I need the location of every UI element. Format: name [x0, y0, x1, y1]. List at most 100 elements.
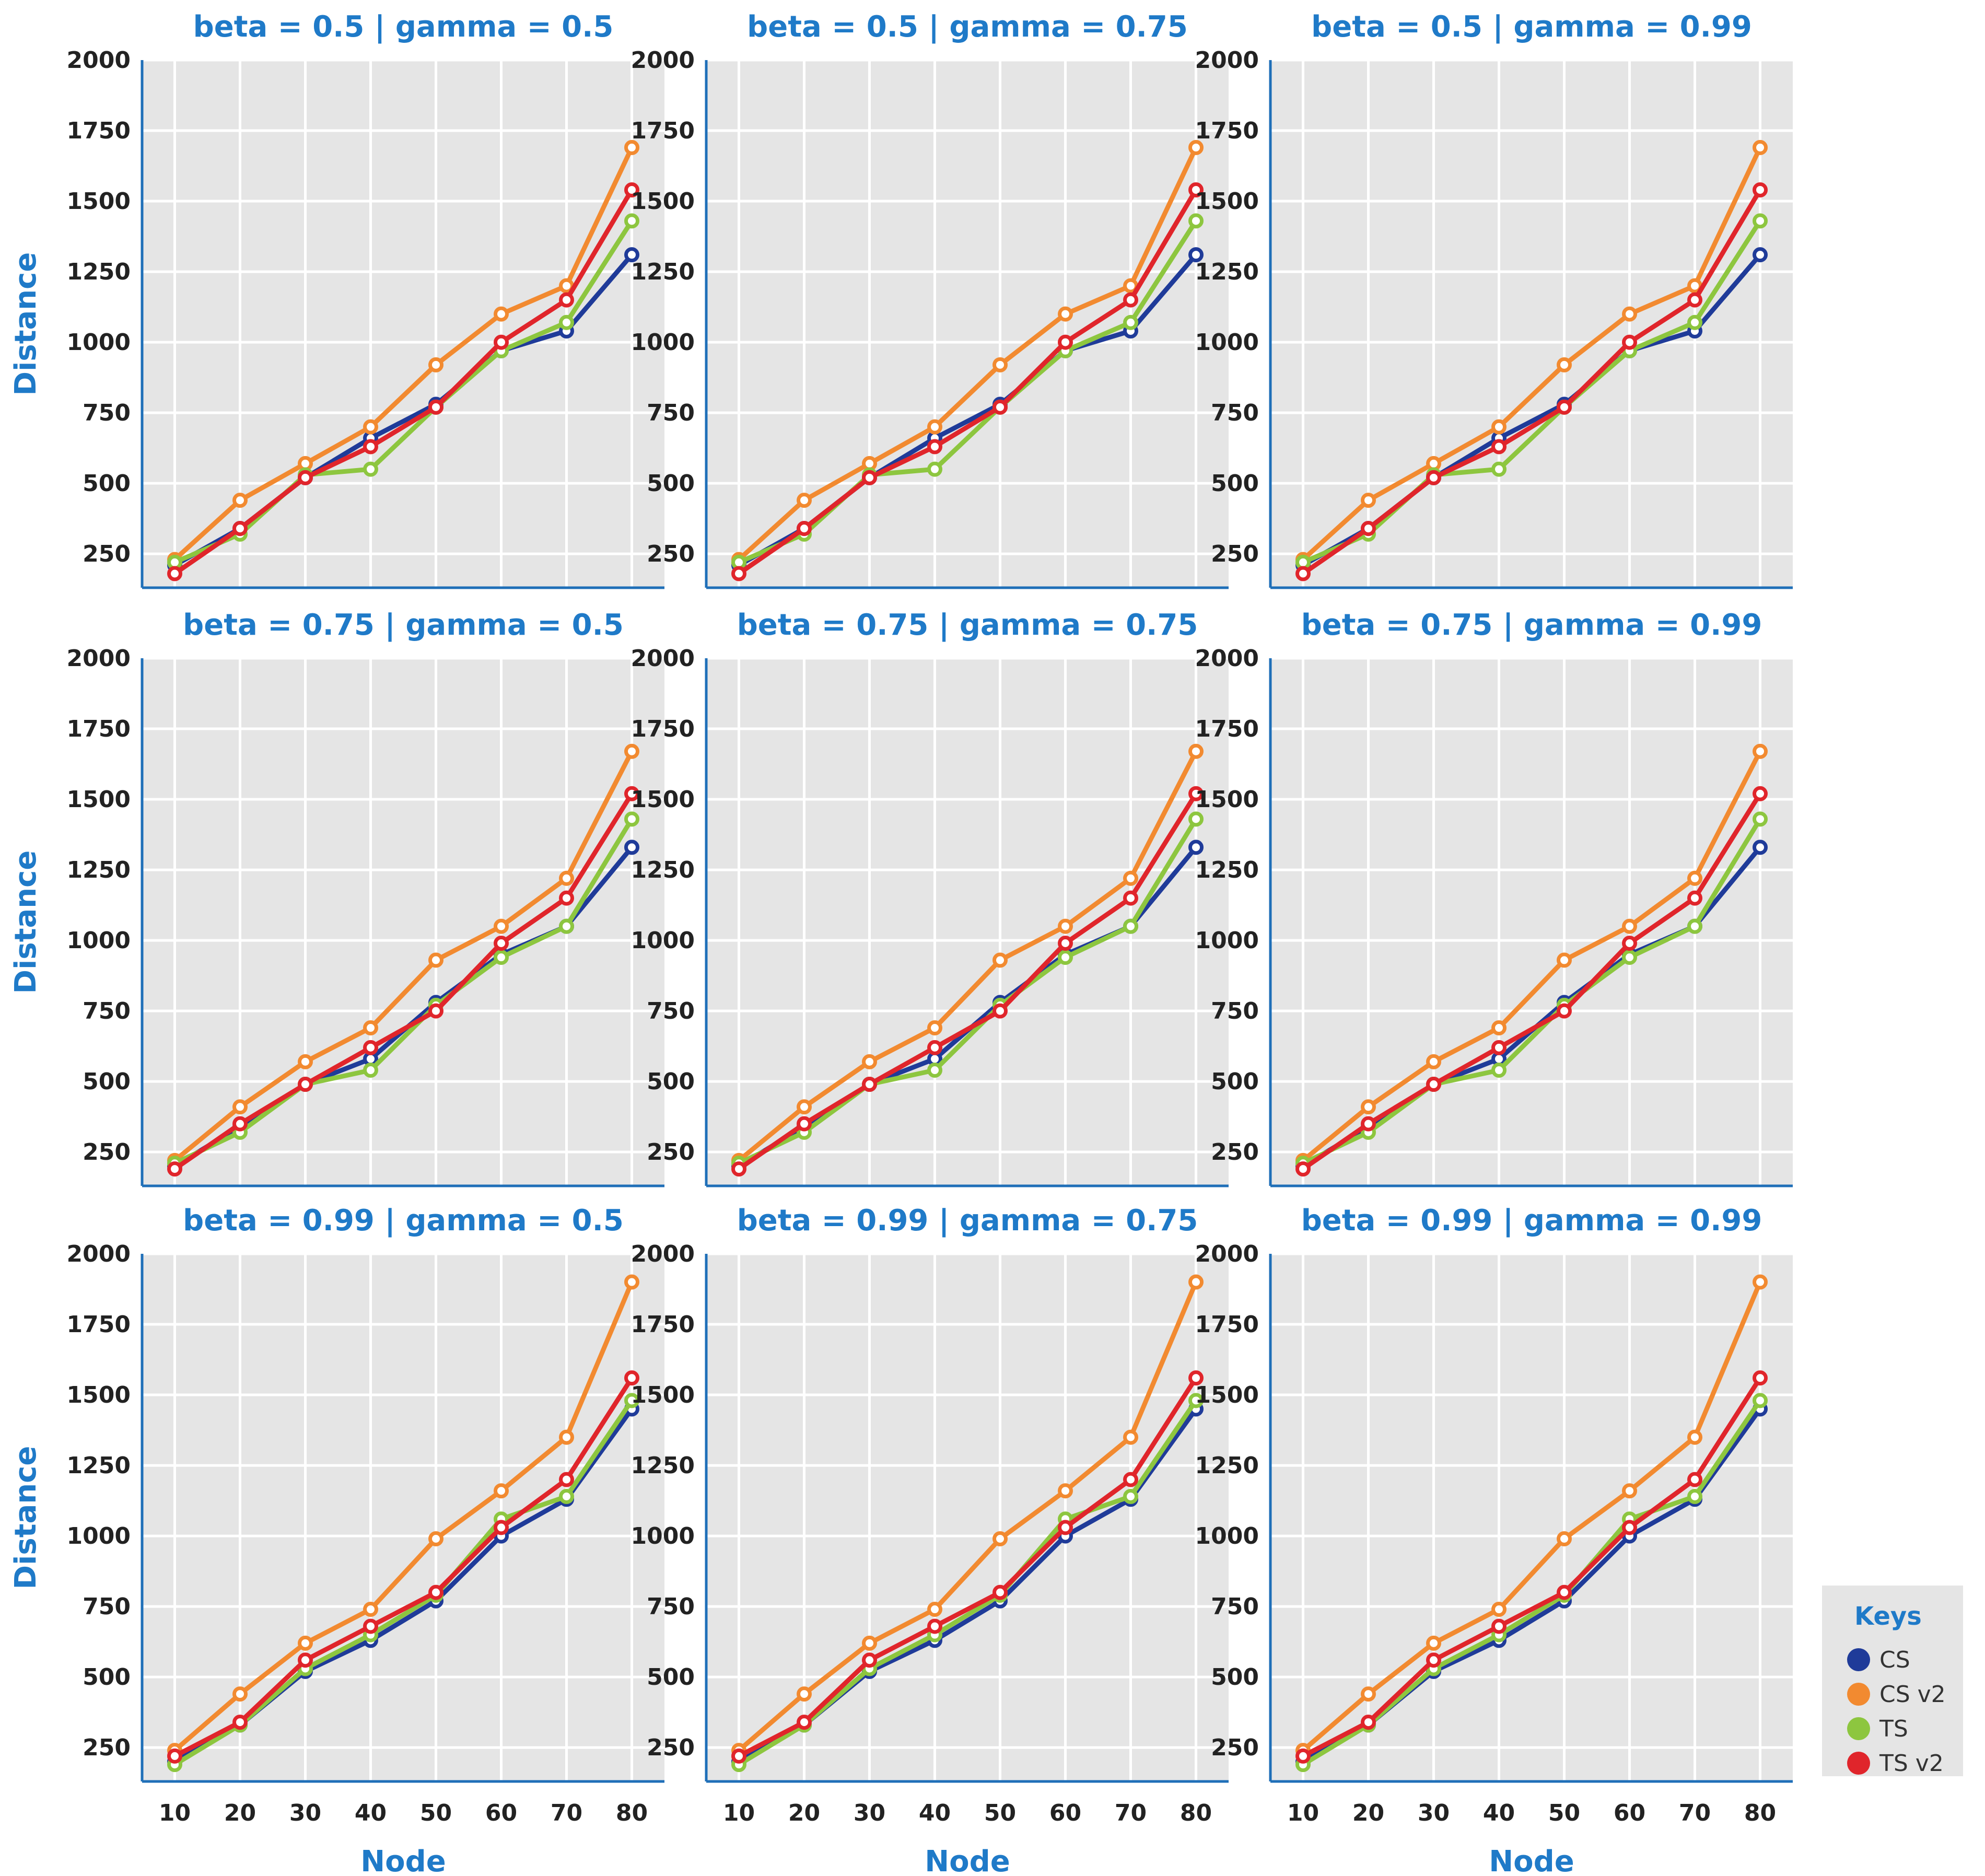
data-point-cs-v2-40	[1491, 1602, 1507, 1617]
series-line-ts-v2	[173, 1377, 634, 1758]
data-point-cs-v2-60	[1622, 918, 1637, 934]
data-point-ts-v2-60	[1058, 334, 1073, 350]
data-point-ts-40	[363, 1063, 378, 1078]
plot-background	[706, 1254, 1229, 1781]
legend-box	[1822, 1586, 1963, 1776]
y-tick-label: 1500	[67, 188, 131, 215]
data-point-ts-v2-40	[363, 1618, 378, 1634]
series-line-ts	[738, 1399, 1198, 1767]
data-point-ts-60	[494, 950, 509, 965]
data-point-cs-v2-80	[1188, 139, 1204, 155]
y-tick-label: 2000	[631, 47, 695, 74]
data-point-ts-v2-50	[1557, 399, 1572, 415]
data-point-cs-v2-60	[494, 1483, 509, 1499]
data-point-ts-v2-80	[624, 786, 639, 801]
data-point-ts-v2-40	[363, 439, 378, 455]
data-point-ts-v2-60	[494, 1520, 509, 1535]
y-tick-label: 2000	[67, 47, 131, 74]
legend-title: Keys	[1854, 1602, 1922, 1631]
data-point-ts-80	[1753, 1393, 1768, 1408]
data-point-cs-80	[1753, 247, 1768, 263]
y-tick-label: 750	[1211, 400, 1259, 426]
data-point-cs-v2-40	[927, 1602, 942, 1617]
data-point-ts-80	[1188, 213, 1204, 229]
x-tick-label: 10	[159, 1800, 191, 1826]
series-line-ts	[1302, 818, 1762, 1166]
data-point-ts-v2-50	[428, 1584, 443, 1600]
y-tick-label: 1500	[631, 786, 695, 813]
y-tick-label: 1000	[1195, 329, 1259, 356]
data-point-ts-v2-80	[624, 182, 639, 197]
legend-marker-ts	[1847, 1717, 1870, 1740]
data-point-ts-v2-40	[363, 1040, 378, 1055]
data-point-ts-v2-10	[731, 1748, 746, 1764]
x-tick-label: 70	[551, 1800, 582, 1826]
legend-marker-cs	[1847, 1648, 1870, 1671]
x-tick-label: 30	[289, 1800, 321, 1826]
data-point-ts-v2-50	[1557, 1584, 1572, 1600]
data-point-ts-v2-40	[1491, 1618, 1507, 1634]
y-tick-label: 1000	[1195, 927, 1259, 954]
y-tick-label: 1750	[67, 118, 131, 144]
y-tick-label: 1750	[1195, 716, 1259, 742]
data-point-ts-80	[1753, 811, 1768, 827]
data-point-cs-80	[1188, 247, 1204, 263]
data-point-ts-v2-70	[1687, 292, 1702, 308]
series-line-ts-v2	[1301, 189, 1762, 576]
data-point-ts-v2-60	[494, 334, 509, 350]
y-tick-label: 250	[83, 1139, 131, 1166]
series-line-ts-v2	[173, 792, 634, 1171]
panel-7: beta = 0.99 | gamma = 0.5 250 500 750 1000 12…	[9, 1204, 664, 1876]
data-point-cs-v2-50	[992, 357, 1008, 372]
y-tick-label: 1250	[67, 259, 131, 285]
x-tick-label: 40	[919, 1800, 951, 1826]
data-point-ts-v2-30	[1426, 470, 1441, 485]
series-line-ts	[173, 219, 634, 565]
x-tick-label: 60	[485, 1800, 517, 1826]
data-point-ts-v2-50	[992, 1003, 1008, 1019]
data-point-cs-v2-60	[1058, 918, 1073, 934]
x-tick-label: 40	[1483, 1800, 1515, 1826]
data-point-cs-80	[624, 840, 639, 855]
data-point-cs-v2-50	[428, 1531, 443, 1547]
x-tick-label: 50	[420, 1800, 452, 1826]
data-point-ts-60	[1058, 950, 1073, 965]
y-tick-label: 1000	[631, 329, 695, 356]
data-point-cs-v2-20	[232, 1686, 248, 1702]
y-tick-label: 1000	[67, 1523, 131, 1549]
data-point-ts-v2-70	[1123, 1472, 1138, 1487]
data-point-cs-v2-60	[1622, 1483, 1637, 1499]
x-tick-label: 20	[224, 1800, 256, 1826]
data-point-ts-v2-50	[992, 1584, 1008, 1600]
y-axis-title: Distance	[9, 252, 43, 396]
data-point-cs-v2-40	[1491, 1020, 1507, 1036]
data-point-cs-v2-60	[1058, 306, 1073, 322]
data-point-ts-80	[1188, 1393, 1204, 1408]
y-tick-label: 1750	[631, 118, 695, 144]
data-point-cs-v2-50	[428, 952, 443, 968]
y-tick-label: 1000	[631, 1523, 695, 1549]
data-point-ts-70	[559, 314, 574, 330]
y-tick-label: 750	[1211, 1593, 1259, 1620]
data-point-cs-v2-70	[1123, 870, 1138, 886]
panel-title: beta = 0.75 | gamma = 0.99	[1301, 608, 1762, 642]
y-tick-label: 1750	[631, 716, 695, 742]
y-tick-label: 2000	[631, 645, 695, 672]
x-tick-label: 10	[1287, 1800, 1319, 1826]
panel-6: beta = 0.75 | gamma = 0.99 250 500 750 1000 1…	[1195, 608, 1793, 1187]
data-point-cs-v2-60	[494, 306, 509, 322]
data-point-cs-v2-50	[428, 357, 443, 372]
data-point-ts-v2-70	[559, 1472, 574, 1487]
plot-background	[1270, 1254, 1793, 1781]
data-point-ts-v2-20	[1361, 1715, 1376, 1730]
y-tick-label: 1750	[1195, 118, 1259, 144]
series-line-cs-v2	[173, 1281, 634, 1752]
data-point-cs-v2-70	[1687, 1429, 1702, 1445]
x-tick-label: 80	[616, 1800, 648, 1826]
y-tick-label: 750	[83, 998, 131, 1024]
series-line-ts	[1302, 1399, 1762, 1767]
y-tick-label: 750	[83, 400, 131, 426]
data-point-cs-v2-40	[363, 1602, 378, 1617]
data-point-cs-v2-70	[1123, 1429, 1138, 1445]
x-tick-label: 50	[1548, 1800, 1580, 1826]
